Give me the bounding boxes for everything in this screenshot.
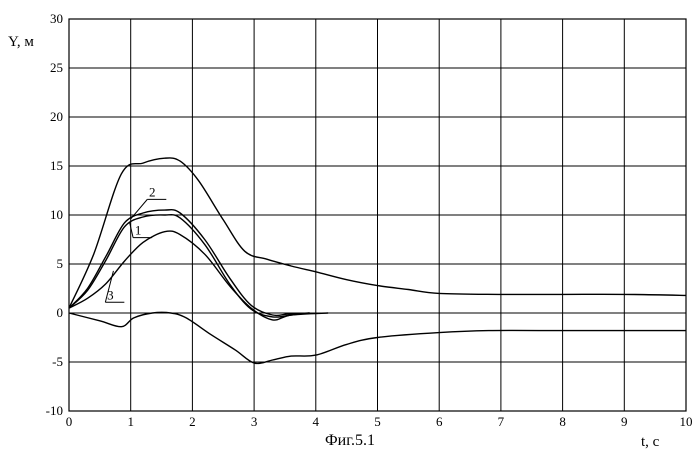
y-tick-label: -10 (46, 403, 63, 418)
x-tick-label: 5 (374, 414, 381, 429)
curve-label-2: 2 (149, 184, 156, 199)
x-tick-label: 3 (251, 414, 258, 429)
x-axis-label: t, с (641, 434, 660, 450)
x-tick-label: 0 (66, 414, 73, 429)
y-tick-label: 10 (50, 207, 63, 222)
x-tick-label: 9 (621, 414, 628, 429)
x-tick-labels: 0 1 2 3 4 5 6 7 8 9 10 (66, 414, 693, 429)
x-tick-label: 1 (127, 414, 134, 429)
y-tick-labels: -10 -5 0 5 10 15 20 25 30 (46, 11, 63, 418)
x-tick-label: 7 (498, 414, 505, 429)
series-line-4 (69, 231, 328, 320)
x-tick-label: 2 (189, 414, 196, 429)
curve-label-1: 1 (135, 223, 142, 238)
x-tick-label: 6 (436, 414, 443, 429)
y-tick-label: 30 (50, 11, 63, 26)
y-tick-label: 25 (50, 60, 63, 75)
x-tick-label: 8 (559, 414, 566, 429)
curve-leader-line (129, 222, 133, 238)
y-axis-label: Y, м (8, 34, 34, 50)
y-tick-label: 15 (50, 158, 63, 173)
y-tick-label: 5 (57, 256, 64, 271)
y-tick-label: -5 (52, 354, 63, 369)
x-tick-label: 10 (680, 414, 693, 429)
y-tick-label: 20 (50, 109, 63, 124)
y-tick-label: 0 (57, 305, 64, 320)
figure-caption: Фиг.5.1 (325, 432, 375, 449)
x-tick-label: 4 (313, 414, 320, 429)
curve-label-3: 3 (107, 287, 114, 302)
